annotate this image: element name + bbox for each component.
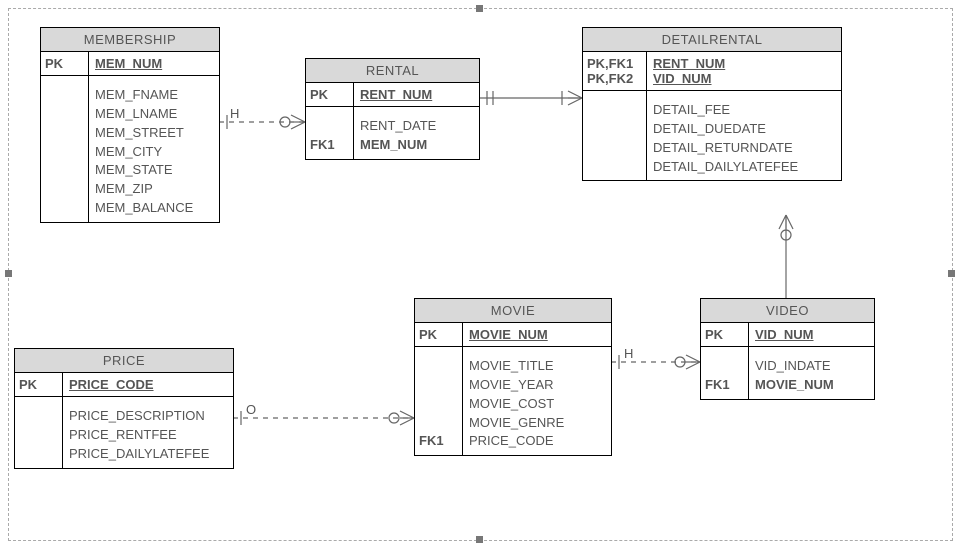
entity-detailrental: DETAILRENTALPK,FK1PK,FK2RENT_NUMVID_NUM … [582,27,842,181]
entity-movie: MOVIEPKMOVIE_NUM FK1MOVIE_TITLEMOVIE_YEA… [414,298,612,456]
pk-key-label: PK [306,83,354,106]
attr-name-col: MOVIE_TITLEMOVIE_YEARMOVIE_COSTMOVIE_GEN… [463,347,611,455]
selection-handle [5,270,12,277]
attr-name-col: RENT_DATEMEM_NUM [354,107,479,159]
pk-name: VID_NUM [749,323,874,346]
pk-key-label: PK [701,323,749,346]
pk-key-label: PK [15,373,63,396]
entity-title: MOVIE [415,299,611,323]
attr-key-col: FK1 [701,347,749,399]
entity-rental: RENTALPKRENT_NUM FK1RENT_DATEMEM_NUM [305,58,480,160]
pk-key-label: PK [415,323,463,346]
pk-name: MEM_NUM [89,52,219,75]
entity-title: PRICE [15,349,233,373]
pk-name: RENT_NUMVID_NUM [647,52,841,90]
entity-price: PRICEPKPRICE_CODE PRICE_DESCRIPTIONPRICE… [14,348,234,469]
pk-name: RENT_NUM [354,83,479,106]
entity-title: DETAILRENTAL [583,28,841,52]
entity-title: RENTAL [306,59,479,83]
attr-key-col [15,397,63,468]
attr-key-col: FK1 [415,347,463,455]
attr-key-col [41,76,89,222]
entity-membership: MEMBERSHIPPKMEM_NUM MEM_FNAMEMEM_LNAMEME… [40,27,220,223]
attr-key-col [583,91,647,180]
entity-video: VIDEOPKVID_NUM FK1VID_INDATEMOVIE_NUM [700,298,875,400]
selection-handle [476,5,483,12]
pk-key-label: PK,FK1PK,FK2 [583,52,647,90]
selection-handle [476,536,483,543]
attr-name-col: PRICE_DESCRIPTIONPRICE_RENTFEEPRICE_DAIL… [63,397,233,468]
attr-name-col: VID_INDATEMOVIE_NUM [749,347,874,399]
pk-key-label: PK [41,52,89,75]
entity-title: MEMBERSHIP [41,28,219,52]
pk-name: MOVIE_NUM [463,323,611,346]
selection-handle [948,270,955,277]
attr-name-col: MEM_FNAMEMEM_LNAMEMEM_STREETMEM_CITYMEM_… [89,76,219,222]
attr-name-col: DETAIL_FEEDETAIL_DUEDATEDETAIL_RETURNDAT… [647,91,841,180]
pk-name: PRICE_CODE [63,373,233,396]
entity-title: VIDEO [701,299,874,323]
attr-key-col: FK1 [306,107,354,159]
